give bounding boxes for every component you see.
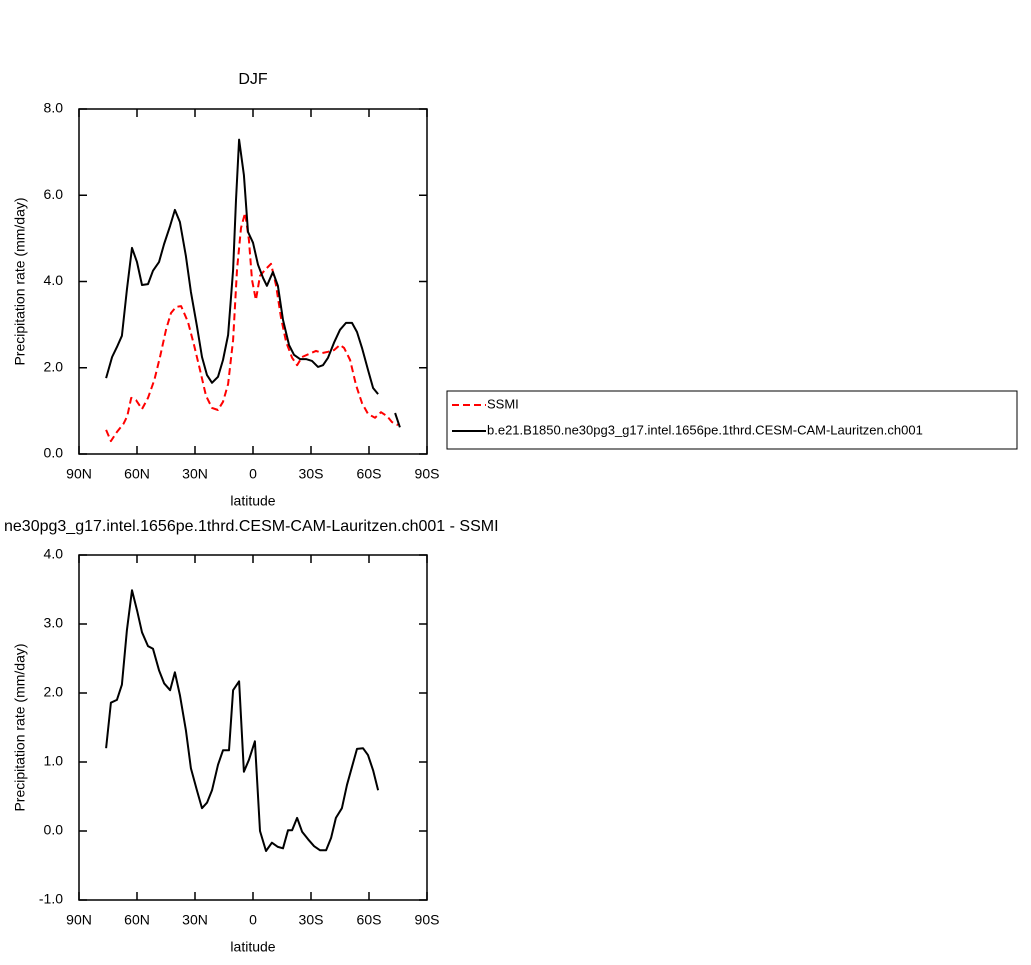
x-tick-label: 30N	[182, 912, 208, 928]
x-tick-label: 30N	[182, 466, 208, 482]
y-tick-label: 4.0	[44, 546, 64, 562]
y-tick-label: 0.0	[44, 822, 64, 838]
y-tick-label: 2.0	[44, 684, 64, 700]
x-tick-label: 90S	[415, 466, 440, 482]
x-tick-label: 90N	[66, 912, 92, 928]
legend-label: b.e21.B1850.ne30pg3_g17.intel.1656pe.1th…	[487, 422, 923, 437]
x-tick-label: 30S	[299, 912, 324, 928]
y-tick-label: 3.0	[44, 615, 64, 631]
data-line	[105, 589, 380, 852]
data-line	[105, 138, 401, 428]
x-tick-label: 60N	[124, 912, 150, 928]
y-tick-label: 4.0	[44, 272, 64, 288]
plot-frame	[78, 554, 428, 901]
x-tick-label: 60S	[357, 466, 382, 482]
legend-box	[446, 390, 1018, 450]
x-tick-label: 0	[249, 466, 257, 482]
x-tick-label: 90N	[66, 466, 92, 482]
x-tick-label: 60N	[124, 466, 150, 482]
y-axis-label: Precipitation rate (mm/day)	[12, 197, 28, 365]
data-line	[105, 211, 399, 443]
plot-frame	[78, 108, 428, 455]
x-axis-label: latitude	[230, 939, 275, 955]
x-tick-label: 90S	[415, 912, 440, 928]
y-tick-label: 8.0	[44, 100, 64, 116]
y-tick-label: 6.0	[44, 186, 64, 202]
chart-title: DJF	[238, 71, 268, 88]
x-tick-label: 30S	[299, 466, 324, 482]
y-tick-label: -1.0	[39, 891, 63, 907]
x-tick-label: 0	[249, 912, 257, 928]
y-tick-label: 0.0	[44, 445, 64, 461]
chart-title: ne30pg3_g17.intel.1656pe.1thrd.CESM-CAM-…	[4, 518, 499, 535]
y-axis-label: Precipitation rate (mm/day)	[12, 643, 28, 811]
legend-label: SSMI	[487, 396, 519, 411]
x-tick-label: 60S	[357, 912, 382, 928]
y-tick-label: 2.0	[44, 358, 64, 374]
x-axis-label: latitude	[230, 493, 275, 509]
y-tick-label: 1.0	[44, 753, 64, 769]
